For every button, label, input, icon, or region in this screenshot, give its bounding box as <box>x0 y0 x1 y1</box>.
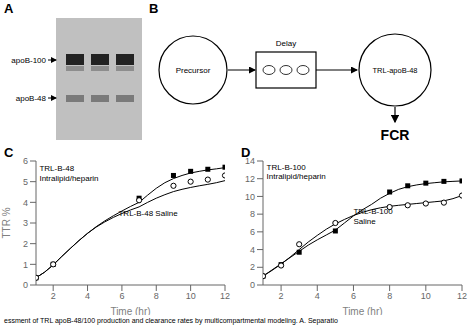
html-text:D: D <box>241 145 251 160</box>
svg-text:5: 5 <box>23 177 28 187</box>
svg-text:2: 2 <box>250 262 255 272</box>
svg-text:8: 8 <box>387 291 392 301</box>
svg-text:0: 0 <box>250 280 255 290</box>
svg-text:B: B <box>149 1 158 16</box>
svg-text:2: 2 <box>279 291 284 301</box>
svg-text:TRL-B-100Intralipid/heparin: TRL-B-100Intralipid/heparin <box>267 163 326 182</box>
svg-text:2: 2 <box>51 291 56 301</box>
svg-text:12: 12 <box>245 174 255 184</box>
svg-text:FCR: FCR <box>381 127 410 143</box>
svg-text:6: 6 <box>23 156 28 166</box>
svg-text:8: 8 <box>154 291 159 301</box>
svg-text:4: 4 <box>315 291 320 301</box>
svg-text:0: 0 <box>23 280 28 290</box>
svg-text:A: A <box>8 1 14 16</box>
svg-text:14: 14 <box>245 156 255 166</box>
svg-text:6: 6 <box>351 291 356 301</box>
svg-text:3: 3 <box>23 218 28 228</box>
svg-text:apoB-48: apoB-48 <box>16 94 47 103</box>
svg-text:TRL-apoB-48: TRL-apoB-48 <box>372 66 417 75</box>
svg-text:10: 10 <box>245 192 255 202</box>
svg-text:1: 1 <box>23 260 28 270</box>
svg-text:TTR %: TTR % <box>8 207 12 238</box>
svg-text:4: 4 <box>85 291 90 301</box>
svg-text:4: 4 <box>250 245 255 255</box>
svg-text:6: 6 <box>119 291 124 301</box>
svg-text:8: 8 <box>250 209 255 219</box>
svg-text:Time (hr): Time (hr) <box>110 306 150 315</box>
svg-text:12: 12 <box>220 291 230 301</box>
svg-text:6: 6 <box>250 227 255 237</box>
svg-text:TRL-B-100Saline: TRL-B-100Saline <box>353 207 393 226</box>
svg-text:10: 10 <box>186 291 196 301</box>
svg-text:Time (hr): Time (hr) <box>342 306 382 315</box>
svg-text:10: 10 <box>421 291 431 301</box>
svg-text:Delay: Delay <box>276 39 296 48</box>
svg-text:Precursor: Precursor <box>176 66 211 75</box>
svg-text:12: 12 <box>457 291 466 301</box>
svg-text:TRL-B-48 Saline: TRL-B-48 Saline <box>118 209 178 218</box>
svg-text:apoB-100: apoB-100 <box>11 56 46 65</box>
html-text:C: C <box>4 145 14 160</box>
html-text:essment of TRL apoB-48/100 pro: essment of TRL apoB-48/100 production an… <box>4 317 338 324</box>
svg-text:4: 4 <box>23 198 28 208</box>
svg-text:TRL-B-48Intralipid/heparin: TRL-B-48Intralipid/heparin <box>39 164 98 183</box>
svg-text:2: 2 <box>23 239 28 249</box>
